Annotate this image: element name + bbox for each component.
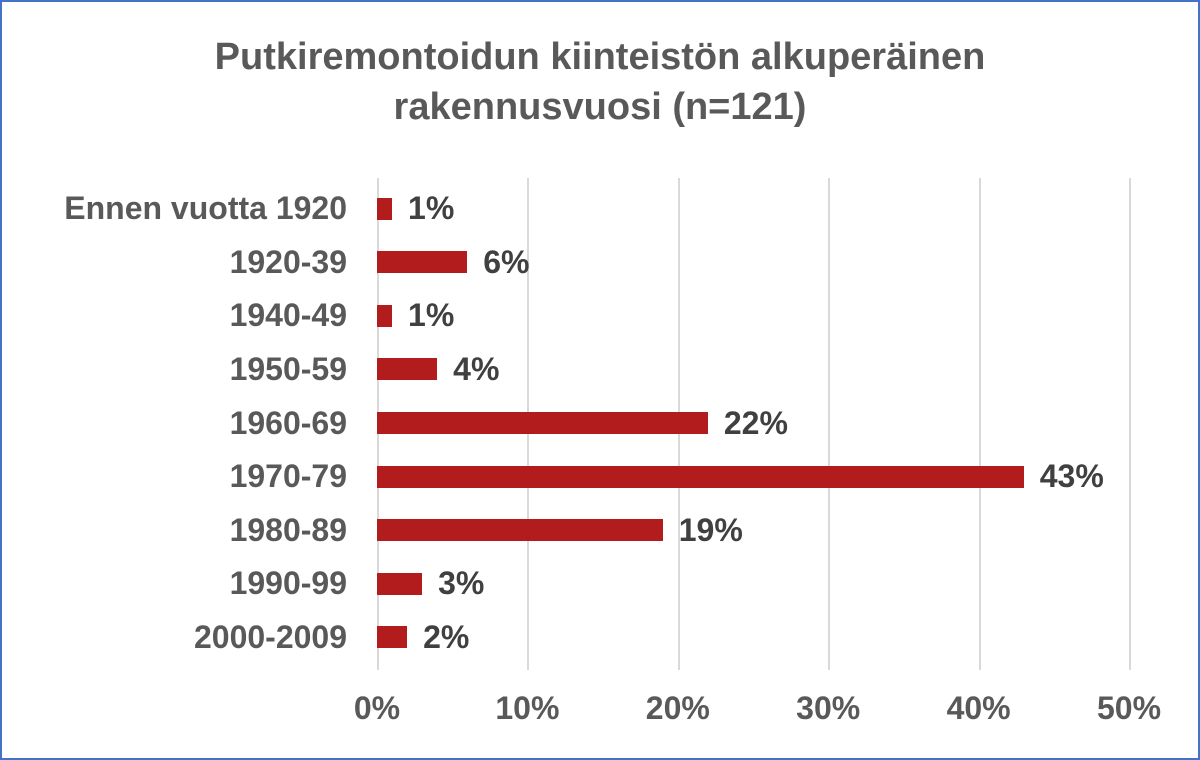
x-tick-label: 10% [495,690,560,726]
bar-track: 43% [377,450,1129,504]
bar-row: 1990-99 3% [2,557,1198,611]
bar-row: Ennen vuotta 1920 1% [2,182,1198,236]
bar-row: 1980-89 19% [2,503,1198,557]
bar-value-label: 2% [423,618,470,655]
bar-row: 1940-49 1% [2,289,1198,343]
bar [377,572,423,595]
bar-track: 1% [377,289,1129,343]
bar-value-label: 43% [1039,458,1104,495]
bar-track: 6% [377,236,1129,290]
bar-track: 22% [377,396,1129,450]
category-label: 1920-39 [229,243,347,280]
bar [377,251,468,274]
bar-track: 1% [377,182,1129,236]
x-tick-label: 20% [645,690,710,726]
bar-value-label: 6% [483,243,530,280]
bar-value-label: 19% [678,511,743,548]
bar-row: 2000-2009 2% [2,611,1198,665]
category-label: 1960-69 [229,404,347,441]
category-label: 1990-99 [229,565,347,602]
bar [377,626,408,649]
bar-row: 1920-39 6% [2,236,1198,290]
bar-rows: Ennen vuotta 1920 1% 1920-39 6% 1940-49 1% 195… [2,182,1198,665]
bar [377,519,663,542]
x-tick-label: 0% [353,690,401,726]
bar-value-label: 22% [723,404,788,441]
gridline [978,178,981,670]
gridline [828,178,831,670]
x-tick-label: 50% [1096,690,1162,726]
bar [377,304,393,327]
bar-value-label: 1% [408,297,455,334]
x-tick-label: 40% [946,690,1011,726]
category-label: 1980-89 [229,511,347,548]
bar [377,465,1024,488]
bar-row: 1950-59 4% [2,343,1198,397]
gridline [1129,178,1131,670]
category-label: 1940-49 [229,297,347,334]
chart-title: Putkiremontoidun kiinteistön alkuperäine… [214,36,986,129]
x-axis: 0% 10% 20% 30% 40% 50% [354,678,1161,738]
bar-value-label: 1% [408,190,455,227]
category-label: 1970-79 [229,458,347,495]
bar-value-label: 4% [453,350,500,387]
bar [377,358,438,381]
bar [377,197,393,220]
bar-row: 1960-69 22% [2,396,1198,450]
bar-row: 1970-79 43% [2,450,1198,504]
bar-track: 4% [377,343,1129,397]
plot-area: Ennen vuotta 1920 1% 1920-39 6% 1940-49 1% 195… [2,178,1198,670]
x-tick-label: 30% [796,690,861,726]
bar-track: 19% [377,503,1129,557]
category-label: 1950-59 [229,350,347,387]
bar-track: 2% [377,611,1129,665]
bar [377,412,708,435]
bar-value-label: 3% [438,565,485,602]
category-label: Ennen vuotta 1920 [64,190,347,227]
bar-track: 3% [377,557,1129,611]
category-label: 2000-2009 [193,618,347,655]
